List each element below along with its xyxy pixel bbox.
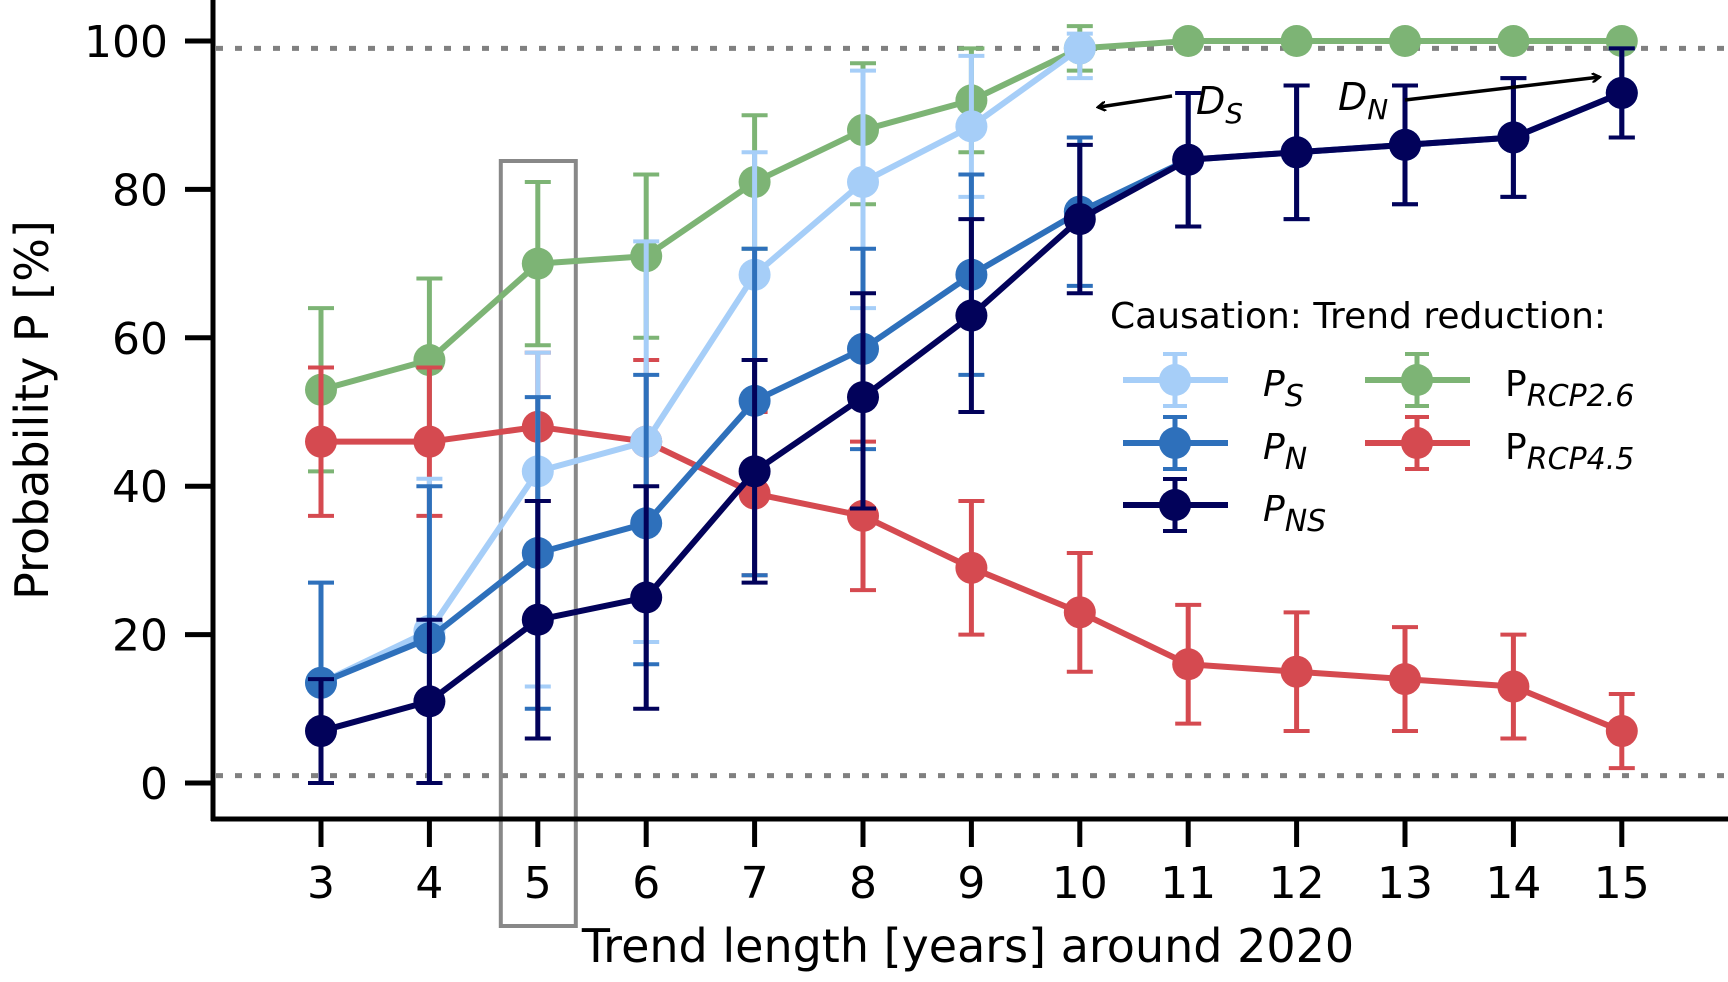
y-tick-label: 20 xyxy=(112,611,168,662)
data-point xyxy=(1389,663,1421,696)
annotation-arrow-dn xyxy=(1404,77,1600,102)
legend-item-P_N: PN xyxy=(1123,415,1307,477)
legend-label: PNS xyxy=(1263,489,1326,539)
data-point xyxy=(413,685,446,718)
data-point xyxy=(1172,143,1205,176)
reference-lines xyxy=(216,45,1728,779)
data-point xyxy=(1497,121,1530,154)
series-P_S xyxy=(305,31,1096,785)
y-tick-label: 0 xyxy=(140,759,168,810)
x-tick-label: 5 xyxy=(524,858,552,909)
series-layer xyxy=(305,24,1638,785)
data-point xyxy=(1063,32,1096,65)
x-tick-label: 15 xyxy=(1594,858,1650,909)
series-line xyxy=(319,45,1082,686)
data-point xyxy=(1063,203,1096,236)
data-point xyxy=(847,381,879,414)
legend-marker xyxy=(1159,427,1191,459)
y-tick-label: 40 xyxy=(112,462,168,513)
data-point xyxy=(1280,25,1313,57)
data-point xyxy=(847,165,879,198)
annotation-arrow-ds xyxy=(1098,94,1173,107)
data-point xyxy=(305,425,337,458)
data-point xyxy=(521,247,554,280)
data-point xyxy=(1280,655,1313,688)
x-tick-label: 7 xyxy=(741,858,769,909)
data-point xyxy=(1063,596,1096,629)
legend-marker xyxy=(1401,364,1433,396)
legend-item-P_RCP4.5: PRCP4.5 xyxy=(1365,415,1634,477)
x-tick-label: 14 xyxy=(1485,858,1541,909)
data-point xyxy=(1389,25,1421,57)
annotation-label-dn: DN xyxy=(1338,75,1388,126)
y-ticks: 0 20 40 60 80 100 xyxy=(84,17,213,810)
legend-item-P_RCP2.6: PRCP2.6 xyxy=(1365,352,1634,414)
x-tick-label: 13 xyxy=(1377,858,1433,909)
x-tick-label: 10 xyxy=(1052,858,1108,909)
data-point xyxy=(1172,25,1205,57)
data-point xyxy=(1497,25,1530,57)
annotations: DS DN xyxy=(1098,75,1600,130)
legend-label: PRCP2.6 xyxy=(1505,364,1634,414)
x-tick-label: 12 xyxy=(1269,858,1325,909)
data-point xyxy=(955,110,988,143)
x-tick-label: 8 xyxy=(849,858,877,909)
data-point xyxy=(1280,136,1313,169)
y-tick-label: 60 xyxy=(112,314,168,365)
data-point xyxy=(305,715,337,748)
data-point xyxy=(955,551,988,584)
x-tick-label: 4 xyxy=(415,858,443,909)
x-tick-label: 9 xyxy=(957,858,985,909)
legend-marker xyxy=(1159,489,1191,521)
data-point xyxy=(1497,670,1530,703)
data-point xyxy=(1389,128,1421,161)
y-tick-label: 80 xyxy=(112,165,168,216)
x-tick-label: 3 xyxy=(307,858,335,909)
data-point xyxy=(521,603,554,636)
y-tick-label: 100 xyxy=(84,17,168,68)
data-point xyxy=(413,425,446,458)
legend-label: PN xyxy=(1263,427,1307,477)
data-point xyxy=(738,455,771,488)
annotation-label-ds: DS xyxy=(1196,79,1243,130)
data-point xyxy=(630,581,663,614)
legend: Causation: Trend reduction: PS PN PNS PRCP2… xyxy=(1110,296,1634,539)
x-axis-label: Trend length [years] around 2020 xyxy=(581,919,1354,973)
y-axis-label: Probability P [%] xyxy=(5,220,59,600)
legend-marker xyxy=(1159,364,1191,396)
data-point xyxy=(1605,76,1638,109)
x-ticks: 3 4 5 6 7 8 9 10 11 12 13 14 15 xyxy=(307,819,1650,909)
legend-label: PS xyxy=(1263,364,1304,414)
data-point xyxy=(1172,648,1205,681)
legend-label: PRCP4.5 xyxy=(1505,427,1634,477)
x-tick-label: 11 xyxy=(1160,858,1216,909)
data-point xyxy=(1605,715,1638,748)
legend-title: Causation: Trend reduction: xyxy=(1110,296,1606,337)
series-P_RCP4.5 xyxy=(305,350,1638,771)
x-tick-label: 6 xyxy=(632,858,660,909)
data-point xyxy=(955,299,988,332)
legend-item-P_S: PS xyxy=(1123,352,1304,414)
legend-item-P_NS: PNS xyxy=(1123,477,1326,539)
series-P_NS xyxy=(305,46,1638,785)
legend-marker xyxy=(1401,427,1433,459)
